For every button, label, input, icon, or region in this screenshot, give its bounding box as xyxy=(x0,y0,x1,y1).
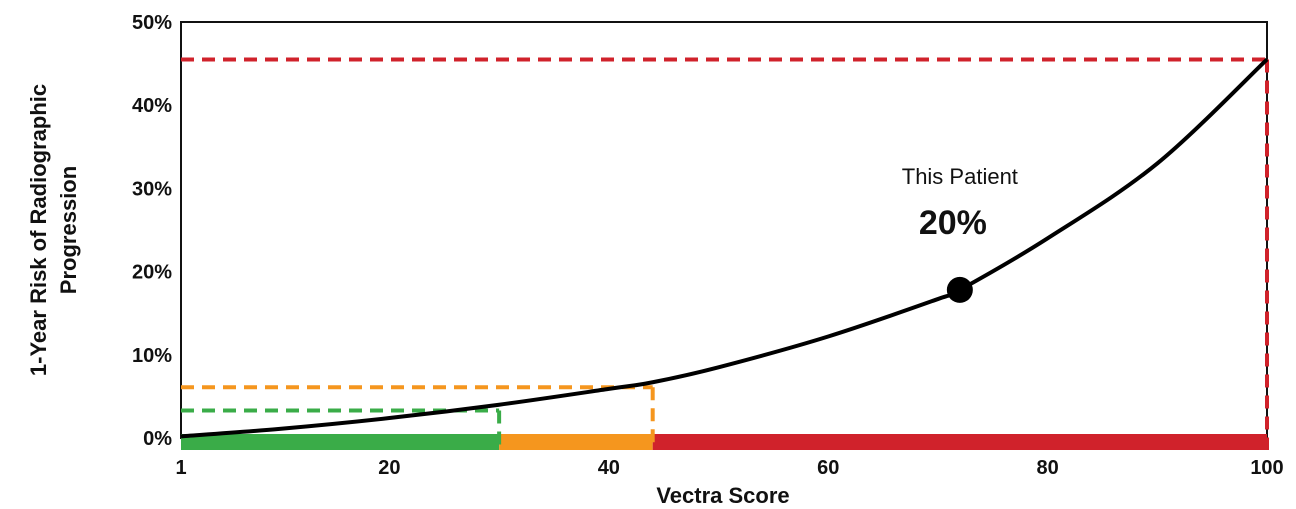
plot-area: This Patient 20% 0% 10% 20% 30% 40% 50% 1 20 40 60 8… xyxy=(26,12,1284,508)
x-tick-label-3: 60 xyxy=(817,457,839,479)
y-axis-title-line-2: Progression xyxy=(56,166,81,294)
patient-value: 20% xyxy=(919,204,987,242)
y-tick-label-5: 50% xyxy=(132,12,172,34)
patient-marker xyxy=(946,276,973,303)
x-axis-title: Vectra Score xyxy=(656,483,789,508)
x-tick-label-5: 100 xyxy=(1250,457,1283,479)
y-tick-label-2: 20% xyxy=(132,262,172,284)
x-tick-label-4: 80 xyxy=(1036,457,1058,479)
y-tick-label-1: 10% xyxy=(132,345,172,367)
risk-band-2 xyxy=(652,434,1267,450)
risk-curve xyxy=(180,57,1269,439)
patient-label: This Patient xyxy=(902,164,1018,189)
y-tick-label-4: 40% xyxy=(132,95,172,117)
x-tick-label-0: 1 xyxy=(175,457,186,479)
risk-band-0 xyxy=(181,434,500,450)
x-tick-label-1: 20 xyxy=(378,457,400,479)
x-tick-label-2: 40 xyxy=(598,457,620,479)
y-tick-label-0: 0% xyxy=(143,428,172,450)
risk-band-1 xyxy=(499,434,653,450)
y-tick-label-3: 30% xyxy=(132,178,172,200)
y-axis-title-line-1: 1-Year Risk of Radiographic xyxy=(26,84,51,376)
plot-frame xyxy=(180,21,1268,439)
